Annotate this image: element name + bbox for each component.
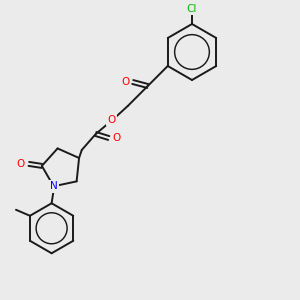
Text: O: O <box>17 159 25 169</box>
Text: N: N <box>50 181 58 191</box>
Text: Cl: Cl <box>187 4 197 14</box>
Text: O: O <box>122 77 130 87</box>
Text: O: O <box>112 133 121 143</box>
Text: O: O <box>108 115 116 125</box>
